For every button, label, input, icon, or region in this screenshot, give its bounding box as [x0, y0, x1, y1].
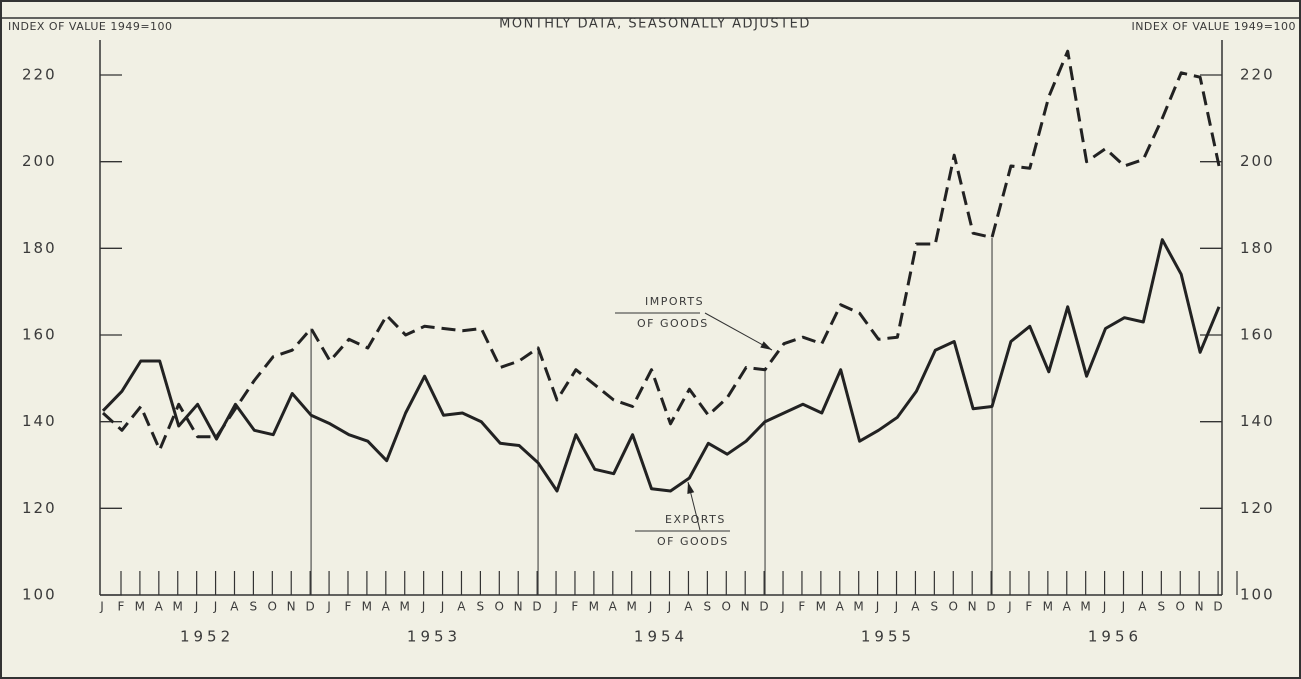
year-label: 1953	[407, 628, 461, 646]
annotation-text: IMPORTS	[645, 295, 704, 308]
y-tick-label: 160	[22, 326, 57, 344]
x-tick-label: J	[1007, 600, 1014, 614]
x-tick-label: F	[571, 600, 580, 614]
annotation-text: OF GOODS	[657, 535, 729, 548]
x-tick-label: J	[648, 600, 655, 614]
x-tick-label: M	[589, 600, 601, 614]
x-tick-label: A	[155, 600, 165, 614]
x-tick-label: N	[741, 600, 752, 614]
y2-axis-label: INDEX OF VALUE 1949=100	[1131, 20, 1296, 33]
year-label: 1955	[861, 628, 915, 646]
year-label: 1956	[1088, 628, 1142, 646]
imports-line	[101, 49, 1221, 452]
x-tick-label: M	[399, 600, 411, 614]
x-tick-label: J	[553, 600, 560, 614]
y-tick-label: 180	[22, 239, 57, 257]
x-tick-label: D	[986, 600, 997, 614]
x-tick-label: N	[968, 600, 979, 614]
annotation-text: EXPORTS	[665, 513, 726, 526]
year-label: 1954	[634, 628, 688, 646]
year-label: 1952	[180, 628, 234, 646]
y2-tick-label: 140	[1240, 412, 1275, 430]
x-tick-label: M	[362, 600, 374, 614]
y-tick-label: 200	[22, 152, 57, 170]
annotation-leader	[704, 312, 773, 351]
x-tick-label: S	[250, 600, 260, 614]
x-tick-label: J	[99, 600, 106, 614]
x-tick-label: N	[514, 600, 525, 614]
x-tick-label: F	[117, 600, 126, 614]
chart-title: MONTHLY DATA, SEASONALLY ADJUSTED	[499, 17, 811, 32]
y-tick-label: 140	[22, 412, 57, 430]
x-tick-label: N	[1195, 600, 1206, 614]
x-tick-label: A	[1138, 600, 1148, 614]
x-tick-label: J	[194, 600, 201, 614]
y-tick-label: 220	[22, 66, 57, 84]
x-tick-label: A	[230, 600, 240, 614]
x-tick-label: N	[287, 600, 298, 614]
y2-tick-label: 100	[1240, 586, 1275, 604]
x-tick-label: A	[911, 600, 921, 614]
x-tick-label: J	[1121, 600, 1128, 614]
x-tick-label: F	[344, 600, 353, 614]
x-tick-label: J	[326, 600, 333, 614]
y-axis-label: INDEX OF VALUE 1949=100	[8, 20, 173, 33]
y-tick-label: 100	[22, 586, 57, 604]
x-tick-label: M	[1080, 600, 1092, 614]
y2-tick-label: 160	[1240, 326, 1275, 344]
x-tick-label: F	[798, 600, 807, 614]
x-tick-label: D	[305, 600, 316, 614]
x-tick-label: J	[213, 600, 220, 614]
x-tick-label: M	[853, 600, 865, 614]
x-tick-label: J	[440, 600, 447, 614]
x-tick-label: M	[816, 600, 828, 614]
x-tick-label: J	[1102, 600, 1109, 614]
x-tick-label: A	[457, 600, 467, 614]
x-tick-label: J	[421, 600, 428, 614]
x-tick-label: A	[684, 600, 694, 614]
x-tick-label: D	[759, 600, 770, 614]
y2-tick-label: 120	[1240, 499, 1275, 517]
x-tick-label: S	[1157, 600, 1167, 614]
x-tick-label: J	[780, 600, 787, 614]
x-tick-label: A	[609, 600, 619, 614]
annotation-text: OF GOODS	[637, 317, 709, 330]
x-tick-label: O	[1175, 600, 1186, 614]
x-tick-label: D	[1213, 600, 1224, 614]
x-tick-label: S	[476, 600, 486, 614]
y-tick-label: 120	[22, 499, 57, 517]
x-tick-label: M	[626, 600, 638, 614]
x-tick-label: J	[667, 600, 674, 614]
x-tick-label: A	[836, 600, 846, 614]
x-tick-label: F	[1025, 600, 1034, 614]
y2-tick-label: 200	[1240, 152, 1275, 170]
annotation-arrow	[687, 482, 695, 494]
x-tick-label: J	[875, 600, 882, 614]
x-tick-label: A	[382, 600, 392, 614]
x-tick-label: O	[948, 600, 959, 614]
x-tick-label: M	[1043, 600, 1055, 614]
x-tick-label: D	[532, 600, 543, 614]
x-tick-label: M	[172, 600, 184, 614]
y2-tick-label: 180	[1240, 239, 1275, 257]
x-tick-label: J	[894, 600, 901, 614]
annotation-arrow	[760, 341, 772, 350]
x-tick-label: S	[703, 600, 713, 614]
x-tick-label: O	[721, 600, 732, 614]
x-tick-label: S	[930, 600, 940, 614]
x-tick-label: O	[494, 600, 505, 614]
exports-line	[101, 238, 1221, 493]
x-tick-label: A	[1063, 600, 1073, 614]
x-tick-label: M	[135, 600, 147, 614]
y2-tick-label: 220	[1240, 66, 1275, 84]
x-tick-label: O	[268, 600, 279, 614]
